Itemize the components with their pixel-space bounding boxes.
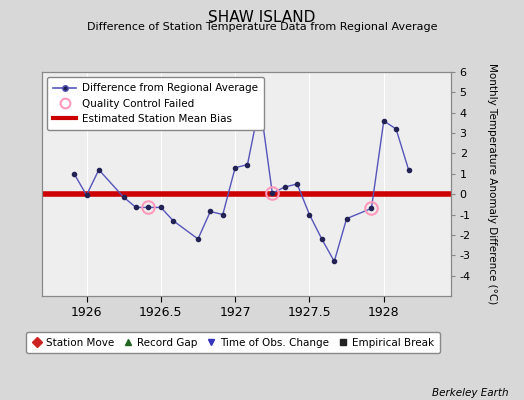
Legend: Difference from Regional Average, Quality Control Failed, Estimated Station Mean: Difference from Regional Average, Qualit…: [47, 77, 264, 130]
Text: SHAW ISLAND: SHAW ISLAND: [209, 10, 315, 25]
Y-axis label: Monthly Temperature Anomaly Difference (°C): Monthly Temperature Anomaly Difference (…: [487, 63, 497, 305]
Text: Difference of Station Temperature Data from Regional Average: Difference of Station Temperature Data f…: [87, 22, 437, 32]
Text: Berkeley Earth: Berkeley Earth: [432, 388, 508, 398]
Legend: Station Move, Record Gap, Time of Obs. Change, Empirical Break: Station Move, Record Gap, Time of Obs. C…: [26, 332, 440, 353]
